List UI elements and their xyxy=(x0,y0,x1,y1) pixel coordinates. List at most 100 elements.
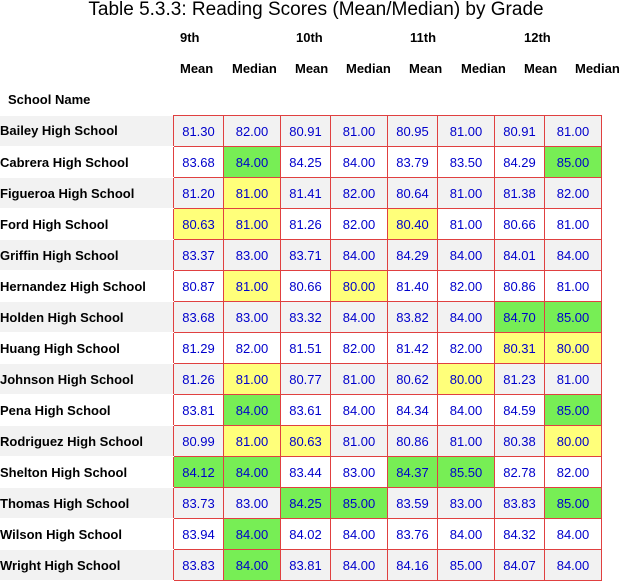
table-title: Table 5.3.3: Reading Scores (Mean/Median… xyxy=(88,0,544,20)
mean-header-9th: Mean xyxy=(180,61,214,76)
mean-score-cell: 80.91 xyxy=(280,115,331,147)
median-score-cell: 80.00 xyxy=(544,425,602,457)
median-score-cell: 85.00 xyxy=(544,146,602,178)
median-score-cell: 84.00 xyxy=(544,549,602,581)
median-score-cell: 83.50 xyxy=(437,146,495,178)
median-score-cell: 84.00 xyxy=(437,301,495,333)
mean-header-12th: Mean xyxy=(524,61,558,76)
mean-score-cell: 84.01 xyxy=(494,239,545,271)
median-score-cell: 84.00 xyxy=(330,549,388,581)
mean-score-cell: 80.31 xyxy=(494,332,545,364)
median-score-cell: 84.00 xyxy=(330,394,388,426)
mean-score-cell: 81.30 xyxy=(173,115,224,147)
median-score-cell: 84.00 xyxy=(330,146,388,178)
school-name-cell: Griffin High School xyxy=(0,239,174,271)
median-score-cell: 85.00 xyxy=(544,394,602,426)
mean-score-cell: 81.26 xyxy=(173,363,224,395)
median-score-cell: 82.00 xyxy=(223,332,281,364)
median-score-cell: 82.00 xyxy=(223,115,281,147)
mean-score-cell: 81.20 xyxy=(173,177,224,209)
school-name-header: School Name xyxy=(8,92,91,107)
median-score-cell: 84.00 xyxy=(223,518,281,550)
median-score-cell: 82.00 xyxy=(437,270,495,302)
mean-score-cell: 84.29 xyxy=(387,239,438,271)
mean-score-cell: 84.12 xyxy=(173,456,224,488)
table-row: Wright High School 83.83 84.00 83.81 84.00 84… xyxy=(0,549,602,581)
mean-score-cell: 81.29 xyxy=(173,332,224,364)
school-name-cell: Ford High School xyxy=(0,208,174,240)
mean-score-cell: 84.29 xyxy=(494,146,545,178)
median-header-12th: Median xyxy=(575,61,620,76)
mean-score-cell: 83.79 xyxy=(387,146,438,178)
median-score-cell: 81.00 xyxy=(223,208,281,240)
mean-score-cell: 80.77 xyxy=(280,363,331,395)
table-row: Holden High School 83.68 83.00 83.32 84.00 83… xyxy=(0,301,602,333)
median-score-cell: 81.00 xyxy=(223,177,281,209)
median-score-cell: 81.00 xyxy=(437,177,495,209)
table-row: Thomas High School 83.73 83.00 84.25 85.00 83… xyxy=(0,487,602,519)
mean-score-cell: 83.37 xyxy=(173,239,224,271)
grade-header-10th: 10th xyxy=(296,30,323,45)
mean-score-cell: 84.07 xyxy=(494,549,545,581)
mean-score-cell: 84.02 xyxy=(280,518,331,550)
median-score-cell: 85.00 xyxy=(544,301,602,333)
mean-score-cell: 80.63 xyxy=(280,425,331,457)
median-score-cell: 82.00 xyxy=(544,456,602,488)
school-name-cell: Shelton High School xyxy=(0,456,174,488)
mean-score-cell: 81.42 xyxy=(387,332,438,364)
median-score-cell: 80.00 xyxy=(330,270,388,302)
table-header: 9th 10th 11th 12th Mean Median Mean Medi… xyxy=(0,20,632,115)
grade-header-9th: 9th xyxy=(180,30,200,45)
mean-score-cell: 83.81 xyxy=(173,394,224,426)
median-score-cell: 81.00 xyxy=(330,363,388,395)
mean-score-cell: 81.41 xyxy=(280,177,331,209)
median-header-11th: Median xyxy=(461,61,506,76)
median-score-cell: 82.00 xyxy=(437,332,495,364)
scores-table-body: Bailey High School 81.30 82.00 80.91 81.00 80… xyxy=(0,115,602,581)
table-row: Ford High School 80.63 81.00 81.26 82.00 80.4… xyxy=(0,208,602,240)
median-score-cell: 81.00 xyxy=(437,425,495,457)
mean-score-cell: 84.25 xyxy=(280,487,331,519)
median-score-cell: 84.00 xyxy=(330,301,388,333)
mean-score-cell: 80.66 xyxy=(494,208,545,240)
median-score-cell: 81.00 xyxy=(544,208,602,240)
table-row: Griffin High School 83.37 83.00 83.71 84.00 8… xyxy=(0,239,602,271)
table-row: Figueroa High School 81.20 81.00 81.41 82.00… xyxy=(0,177,602,209)
school-name-cell: Johnson High School xyxy=(0,363,174,395)
median-score-cell: 83.00 xyxy=(437,487,495,519)
median-score-cell: 85.50 xyxy=(437,456,495,488)
school-name-cell: Figueroa High School xyxy=(0,177,174,209)
median-score-cell: 81.00 xyxy=(437,115,495,147)
median-score-cell: 81.00 xyxy=(544,363,602,395)
median-score-cell: 81.00 xyxy=(330,115,388,147)
median-score-cell: 83.00 xyxy=(330,456,388,488)
median-score-cell: 84.00 xyxy=(437,239,495,271)
mean-score-cell: 83.61 xyxy=(280,394,331,426)
mean-score-cell: 80.38 xyxy=(494,425,545,457)
median-score-cell: 84.00 xyxy=(437,518,495,550)
mean-score-cell: 81.38 xyxy=(494,177,545,209)
mean-score-cell: 80.64 xyxy=(387,177,438,209)
mean-score-cell: 83.73 xyxy=(173,487,224,519)
median-score-cell: 80.00 xyxy=(544,332,602,364)
mean-score-cell: 81.40 xyxy=(387,270,438,302)
median-score-cell: 84.00 xyxy=(544,239,602,271)
median-score-cell: 84.00 xyxy=(223,146,281,178)
mean-score-cell: 83.82 xyxy=(387,301,438,333)
mean-score-cell: 83.76 xyxy=(387,518,438,550)
mean-score-cell: 80.99 xyxy=(173,425,224,457)
table-row: Rodriguez High School 80.99 81.00 80.63 81.0… xyxy=(0,425,602,457)
mean-score-cell: 82.78 xyxy=(494,456,545,488)
median-score-cell: 81.00 xyxy=(544,115,602,147)
mean-score-cell: 81.26 xyxy=(280,208,331,240)
mean-score-cell: 83.81 xyxy=(280,549,331,581)
median-score-cell: 84.00 xyxy=(223,456,281,488)
school-name-cell: Thomas High School xyxy=(0,487,174,519)
median-score-cell: 84.00 xyxy=(330,239,388,271)
median-score-cell: 84.00 xyxy=(544,518,602,550)
mean-score-cell: 81.23 xyxy=(494,363,545,395)
school-name-cell: Rodriguez High School xyxy=(0,425,174,457)
mean-score-cell: 84.34 xyxy=(387,394,438,426)
mean-score-cell: 83.83 xyxy=(494,487,545,519)
mean-score-cell: 83.68 xyxy=(173,301,224,333)
